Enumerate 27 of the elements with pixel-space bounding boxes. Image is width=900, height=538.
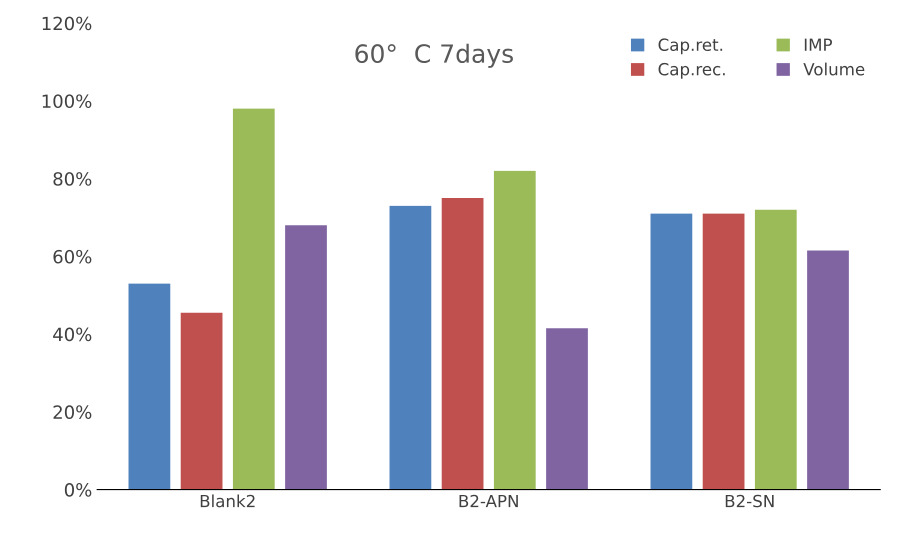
bar [390, 206, 432, 490]
bar [232, 108, 275, 490]
y-tick-label: 0% [64, 483, 92, 497]
bar [285, 225, 327, 490]
y-tick-label: 60% [53, 250, 92, 264]
legend-label: Cap.rec. [658, 62, 725, 79]
bar [180, 312, 222, 490]
legend-label: IMP [804, 38, 832, 51]
y-tick-label: 80% [53, 172, 92, 186]
x-tick-label: B2-SN [726, 494, 774, 508]
x-tick-label: Blank2 [200, 494, 255, 508]
text: 60° C 7days [355, 44, 513, 68]
bar [128, 284, 170, 490]
bar [702, 214, 744, 490]
bar [442, 198, 484, 490]
bar [650, 214, 692, 490]
y-tick-label: 20% [54, 405, 92, 419]
bar [807, 250, 849, 490]
bar [494, 170, 536, 490]
x-tick-label: B2-APN [460, 494, 518, 508]
y-tick-label: 40% [53, 328, 92, 342]
legend-label: Volume [803, 62, 864, 76]
bar [546, 328, 588, 490]
legend-label: Cap.ret. [658, 38, 722, 54]
bar [754, 210, 797, 490]
y-tick-label: 100% [42, 94, 92, 108]
y-tick-label: 120% [42, 16, 92, 30]
